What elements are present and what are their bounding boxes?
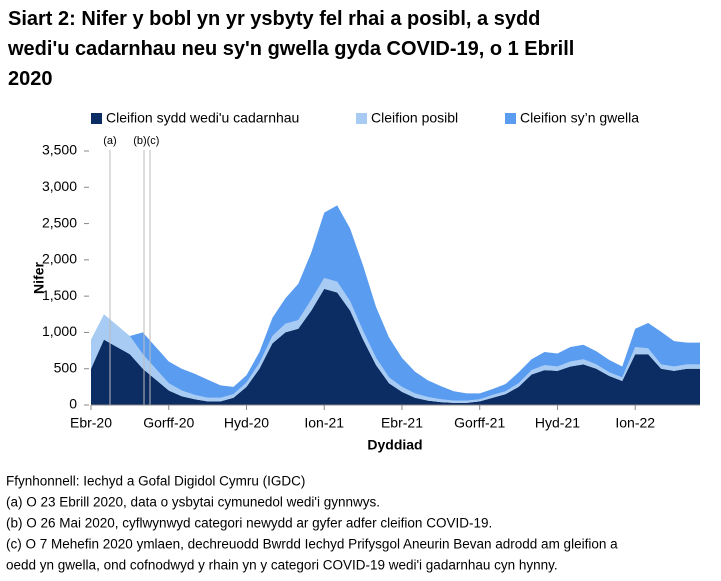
x-axis-label: Dyddiad xyxy=(367,437,422,453)
legend-swatch xyxy=(356,113,367,124)
footnote: Ffynhonnell: Iechyd a Gofal Digidol Cymr… xyxy=(6,474,305,489)
y-tick-label: 0 xyxy=(69,396,77,412)
y-tick-label: 1,500 xyxy=(42,287,77,303)
x-tick-label: Gorff-21 xyxy=(454,415,505,431)
legend-swatch xyxy=(505,113,516,124)
footnote: oedd yn gwella, ond cofnodwyd y rhain yn… xyxy=(6,558,558,573)
annotation-label: (b) xyxy=(133,135,146,147)
footnote: (a) O 23 Ebrill 2020, data o ysbytai cym… xyxy=(6,495,380,510)
y-axis-label: Nifer xyxy=(31,262,47,294)
y-tick-label: 2,000 xyxy=(42,251,77,267)
y-tick-label: 3,000 xyxy=(42,178,77,194)
annotation-label: (a) xyxy=(103,135,116,147)
x-tick-label: Ebr-21 xyxy=(381,415,423,431)
y-tick-label: 1,000 xyxy=(42,323,77,339)
area xyxy=(91,205,700,401)
annotation-label: (c) xyxy=(147,135,160,147)
legend-label: Cleifion sydd wedi'u cadarnhau xyxy=(106,110,299,126)
y-tick-label: 2,500 xyxy=(42,214,77,230)
x-tick-label: Ion-21 xyxy=(304,415,344,431)
x-tick-label: Hyd-21 xyxy=(535,415,580,431)
legend-label: Cleifion sy’n gwella xyxy=(520,110,639,126)
x-tick-label: Ebr-20 xyxy=(70,415,112,431)
x-tick-label: Ion-22 xyxy=(615,415,655,431)
footnote: (c) O 7 Mehefin 2020 ymlaen, dechreuodd … xyxy=(6,537,618,552)
y-tick-label: 500 xyxy=(54,359,78,375)
x-tick-label: Gorff-20 xyxy=(143,415,194,431)
annotations: (a) (b) (c) xyxy=(103,135,159,405)
legend-label: Cleifion posibl xyxy=(371,110,458,126)
x-tick-label: Hyd-20 xyxy=(224,415,269,431)
legend-swatch xyxy=(91,113,102,124)
footnote: (b) O 26 Mai 2020, cyflwynwyd categori n… xyxy=(6,516,492,531)
area xyxy=(91,288,700,405)
chart-title: Siart 2: Nifer y bobl yn yr ysbyty fel r… xyxy=(7,8,574,90)
y-tick-label: 3,500 xyxy=(42,142,77,158)
